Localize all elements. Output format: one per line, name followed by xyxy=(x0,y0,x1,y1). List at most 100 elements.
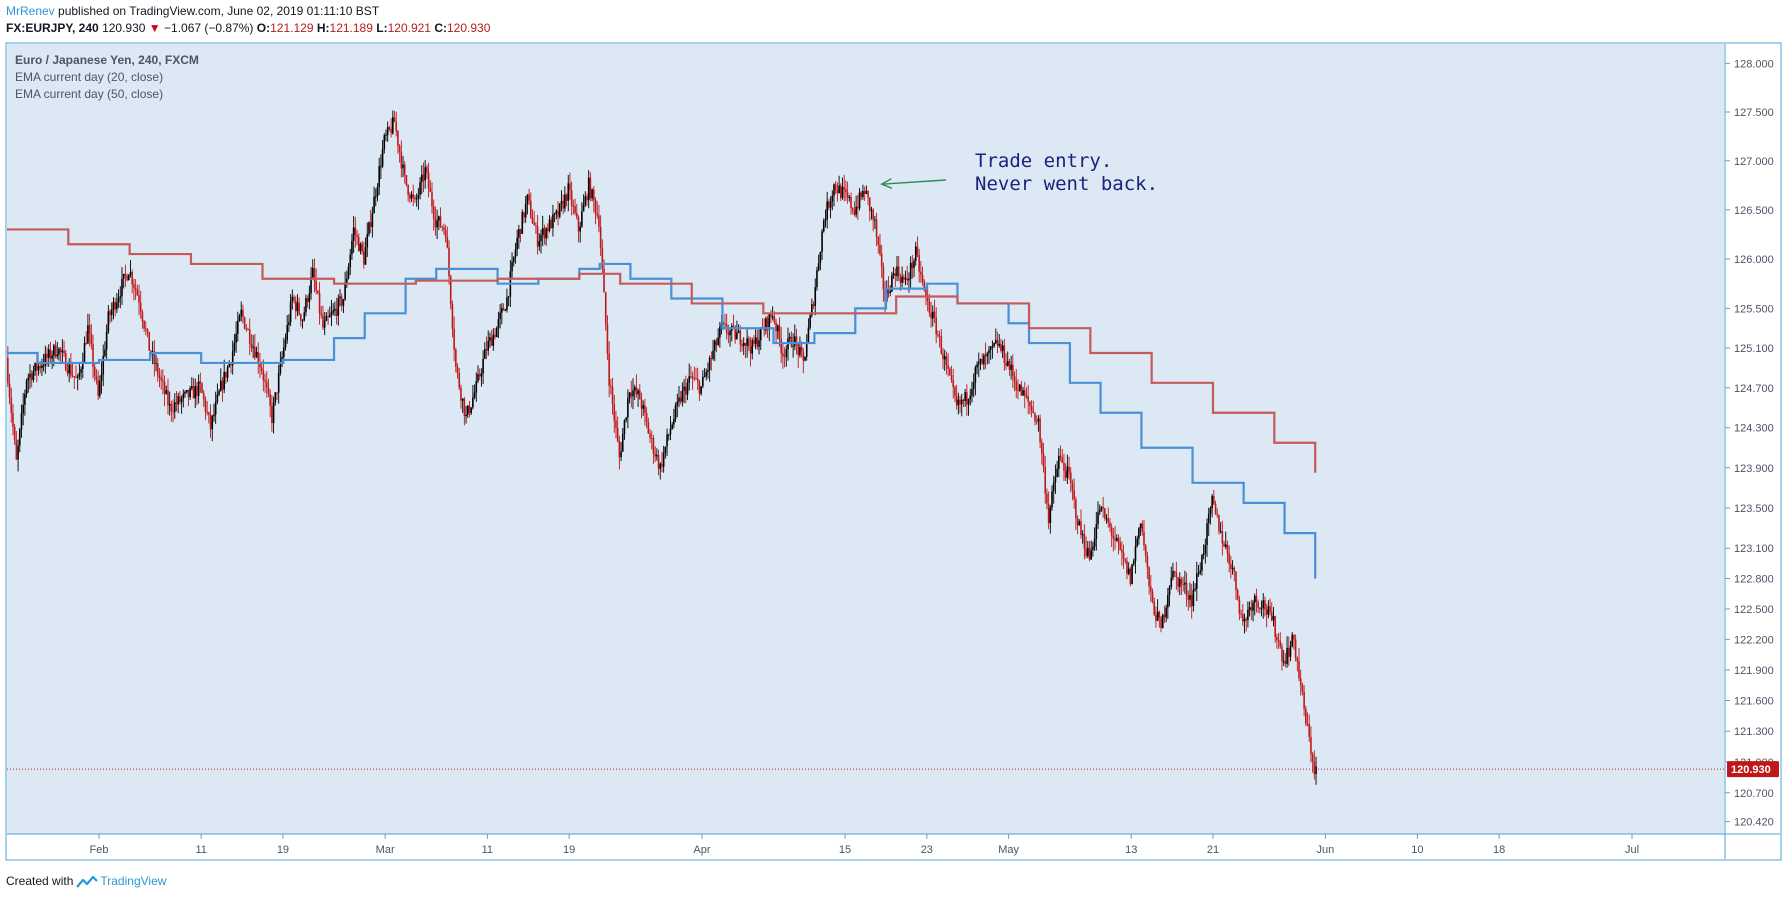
candle-body xyxy=(661,463,663,467)
candle-body xyxy=(574,206,576,214)
price-tick-label: 128.000 xyxy=(1734,58,1774,70)
candle-body xyxy=(264,380,266,382)
candle-body xyxy=(596,213,599,216)
candle-body xyxy=(896,266,898,277)
candle-body xyxy=(920,271,922,275)
candle-body xyxy=(1206,523,1208,546)
candle-body xyxy=(1155,614,1157,621)
candle-body xyxy=(794,336,796,346)
candle-body xyxy=(591,189,593,199)
candle-body xyxy=(49,349,52,359)
candle-body xyxy=(449,276,452,305)
candle-body xyxy=(984,355,987,357)
candle-body xyxy=(172,411,174,413)
candle-body xyxy=(395,122,398,131)
legend-title[interactable]: Euro / Japanese Yen, 240, FXCM xyxy=(15,53,199,67)
trade-annotation[interactable]: Trade entry. Never went back. xyxy=(975,150,1158,196)
candle-body xyxy=(32,371,35,380)
candle-body xyxy=(691,376,694,379)
tradingview-logo-icon[interactable] xyxy=(76,875,99,888)
candle-body xyxy=(673,418,675,425)
candle-body xyxy=(238,315,241,321)
candle-body xyxy=(1178,578,1181,587)
candle-body xyxy=(191,386,193,389)
candle-body xyxy=(483,349,486,360)
candle-body xyxy=(1223,543,1225,547)
candle-body xyxy=(1252,602,1254,611)
candle-body xyxy=(271,406,273,424)
candle-body xyxy=(1221,531,1224,544)
candle-body xyxy=(29,373,31,378)
candle-body xyxy=(674,405,677,419)
candle-body xyxy=(1127,568,1130,574)
candle-body xyxy=(1037,418,1040,422)
candle-body xyxy=(552,214,554,229)
price-axis-area[interactable] xyxy=(1725,44,1780,834)
candle-body xyxy=(846,192,849,198)
candle-body xyxy=(1196,573,1198,589)
candle-body xyxy=(819,251,822,264)
candle-body xyxy=(88,325,91,334)
legend-ema20[interactable]: EMA current day (20, close) xyxy=(15,70,164,84)
candle-body xyxy=(603,268,605,293)
candle-body xyxy=(257,351,260,365)
candle-body xyxy=(364,247,367,265)
candle-body xyxy=(993,343,995,347)
candle-body xyxy=(346,278,348,283)
candle-body xyxy=(184,391,186,394)
candle-body xyxy=(129,272,132,276)
candle-body xyxy=(836,190,839,194)
published-text: published on TradingView.com, June 02, 2… xyxy=(58,4,380,18)
legend-ema50[interactable]: EMA current day (50, close) xyxy=(15,87,164,101)
candle-body xyxy=(1187,595,1190,600)
candle-body xyxy=(824,219,827,221)
candle-body xyxy=(20,413,23,430)
price-tick-label: 124.300 xyxy=(1734,423,1774,435)
candle-body xyxy=(831,195,834,202)
candle-body xyxy=(1086,547,1089,556)
candle-body xyxy=(857,206,859,209)
price-chart[interactable]: 128.000 127.500 127.000 126.500 126.000 125.5… xyxy=(0,0,1788,870)
candle-body xyxy=(344,282,346,300)
candle-body xyxy=(272,402,275,424)
candle-body xyxy=(42,365,45,367)
candle-body xyxy=(463,398,466,417)
time-tick-label: Mar xyxy=(376,844,395,856)
candle-body xyxy=(426,167,428,173)
candle-body xyxy=(1211,495,1213,509)
candle-body xyxy=(1088,547,1091,560)
candle-body xyxy=(318,293,321,314)
candle-body xyxy=(926,295,929,302)
candle-body xyxy=(989,346,992,350)
ema-50-line xyxy=(7,228,1317,473)
candle-body xyxy=(216,394,219,402)
candle-body xyxy=(1226,544,1229,554)
candle-body xyxy=(901,276,903,283)
candle-body xyxy=(1107,518,1110,523)
candle-body xyxy=(56,354,59,357)
candle-body xyxy=(589,177,592,199)
candle-body xyxy=(357,236,360,252)
candle-body xyxy=(247,329,249,331)
candle-body xyxy=(681,390,684,402)
candle-body xyxy=(93,366,96,377)
candle-body xyxy=(795,336,798,344)
candle-body xyxy=(1085,548,1087,556)
candle-body xyxy=(1102,506,1104,509)
candle-body xyxy=(325,316,328,321)
candle-body xyxy=(959,399,961,405)
username-link[interactable]: MrRenev xyxy=(6,4,55,18)
price-tick-label: 121.300 xyxy=(1734,726,1774,738)
candle-body xyxy=(696,378,699,382)
candle-body xyxy=(727,332,730,336)
candle-body xyxy=(558,203,561,217)
candle-body xyxy=(957,399,960,406)
candle-body xyxy=(414,197,416,200)
candle-body xyxy=(1270,611,1273,621)
candle-body xyxy=(1006,361,1009,366)
tradingview-link[interactable]: TradingView xyxy=(100,874,167,888)
plot-area[interactable] xyxy=(7,44,1724,834)
candle-body xyxy=(962,399,965,401)
open-label: O: xyxy=(256,21,271,35)
candle-body xyxy=(248,329,251,344)
